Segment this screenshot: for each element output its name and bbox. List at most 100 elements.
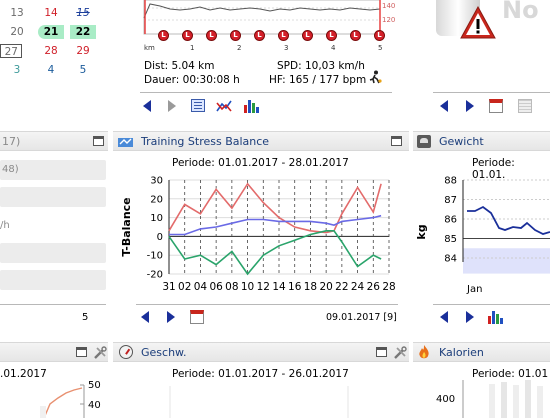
gewicht-divider	[433, 304, 550, 305]
tsb-prev-button[interactable]	[141, 311, 153, 323]
geschw-period: Periode: 01.01.2017 - 26.01.2017	[172, 368, 349, 380]
nav-prev-button[interactable]	[143, 100, 155, 112]
calendar-day[interactable]: 15	[76, 7, 90, 19]
calendar-day[interactable]: 28	[44, 45, 58, 57]
tsb-next-button[interactable]	[165, 311, 177, 323]
list-view-icon[interactable]	[191, 99, 205, 112]
route-y-tick: 120	[382, 16, 396, 24]
km-marker-icon[interactable]: L	[230, 30, 241, 41]
km-marker-icon[interactable]: L	[278, 30, 289, 41]
route-x-tick: 4	[331, 44, 336, 52]
km-marker-icon[interactable]: L	[302, 30, 313, 41]
route-y-tick: 140	[382, 2, 396, 10]
tools-icon[interactable]	[393, 346, 407, 360]
calendar-day[interactable]: 4	[47, 64, 55, 76]
x-tick-label: 06	[209, 281, 223, 293]
km-marker-icon[interactable]: L	[350, 30, 361, 41]
y-tick-label: 87	[444, 195, 457, 206]
kalorien-panel-header: Kalorien	[413, 342, 550, 362]
route-x-tick: 3	[284, 44, 289, 52]
y-tick-label: -20	[147, 270, 163, 281]
divider	[140, 92, 392, 93]
calendar-day[interactable]: 21	[38, 25, 64, 39]
x-tick-label: 02	[178, 281, 191, 293]
nav-next-button[interactable]	[166, 100, 178, 112]
calendar-icon[interactable]	[190, 310, 204, 324]
km-marker-icon[interactable]: L	[254, 30, 265, 41]
calendar-day[interactable]: 27	[0, 44, 22, 58]
y-tick-label: 30	[150, 176, 163, 187]
calendar-grid-icon[interactable]	[518, 99, 532, 113]
x-tick-label: 26	[367, 281, 381, 293]
calendar-icon[interactable]	[489, 99, 503, 113]
line-chart-icon[interactable]	[216, 99, 232, 113]
notice-text: No	[502, 0, 539, 24]
y-tick-label: 20	[150, 194, 163, 205]
y-tick-label: 0	[157, 232, 163, 243]
gewicht-chart: 88 87 86 85 84 kg Jan	[415, 176, 550, 295]
bar-chart-icon[interactable]	[488, 310, 504, 324]
notice-area: No	[420, 0, 550, 52]
route-chart: L L L L L L L L L L 1 2 3 4 5 140 120 km	[130, 0, 395, 52]
right-nav-next[interactable]	[464, 100, 476, 112]
calendar-day[interactable]: 3	[13, 64, 21, 76]
km-marker-icon[interactable]: L	[374, 30, 385, 41]
left-field-1	[0, 160, 106, 180]
gewicht-next-button[interactable]	[464, 311, 476, 323]
gewicht-panel-header: Gewicht	[413, 131, 550, 151]
calendar-day[interactable]: 13	[10, 7, 24, 19]
km-marker-icon[interactable]: L	[182, 30, 193, 41]
scale-icon	[417, 135, 431, 148]
tools-icon[interactable]	[93, 346, 107, 360]
y-tick-label: 88	[444, 176, 457, 187]
route-x-tick: 1	[190, 44, 195, 52]
x-tick-label: 18	[304, 281, 317, 293]
gewicht-prev-button[interactable]	[440, 311, 452, 323]
tsb-period: Periode: 01.01.2017 - 28.01.2017	[172, 157, 349, 169]
geschw-panel-header: Geschw.	[113, 342, 409, 362]
calendar-day[interactable]: 29	[76, 45, 90, 57]
route-chart-svg	[143, 0, 381, 35]
bottom-left-period: .01.2017	[0, 368, 47, 380]
maximize-button[interactable]	[76, 347, 87, 357]
calendar-day[interactable]: 20	[10, 26, 24, 38]
duration-value: Dauer: 00:30:08 h	[144, 74, 240, 86]
y-tick-label: 84	[444, 254, 457, 265]
y-tick-label: -10	[147, 251, 163, 262]
y-tick-label: 10	[150, 213, 163, 224]
bottom-left-chart	[40, 384, 85, 418]
left-field-2	[0, 187, 106, 207]
x-tick-label: 12	[257, 281, 270, 293]
tsb-panel-title: Training Stress Balance	[141, 135, 270, 148]
gewicht-period: Periode: 01.01.	[472, 157, 515, 181]
bottom-left-header	[0, 342, 108, 362]
mini-calendar: 13 14 15 20 21 22 27 28 29 3 4 5	[0, 6, 108, 80]
km-marker-icon[interactable]: L	[158, 30, 169, 41]
runner-icon[interactable]	[368, 70, 382, 84]
maximize-button[interactable]	[376, 347, 387, 357]
right-nav-prev[interactable]	[440, 100, 452, 112]
warning-icon	[460, 5, 496, 40]
km-marker-icon[interactable]: L	[326, 30, 337, 41]
tsb-icon	[118, 135, 133, 147]
left-field-3	[0, 243, 106, 263]
calendar-day[interactable]: 22	[70, 25, 96, 39]
tsb-panel-header: Training Stress Balance	[113, 131, 409, 151]
heartrate-value: HF: 165 / 177 bpm	[269, 74, 367, 86]
tsb-series-line-2	[168, 230, 382, 276]
bottom-left-tick: 50	[88, 380, 101, 391]
bar-chart-icon[interactable]	[244, 99, 260, 113]
km-marker-icon[interactable]: L	[206, 30, 217, 41]
route-x-unit: km	[144, 44, 155, 52]
x-tick-label: 10	[241, 281, 254, 293]
left-field-4	[0, 270, 106, 290]
left-panel-title: 17)	[2, 135, 21, 148]
calendar-day[interactable]: 14	[44, 7, 58, 19]
x-tick-label: 14	[272, 281, 286, 293]
calendar-day[interactable]: 5	[79, 64, 87, 76]
dist-value: Dist: 5.04 km	[144, 60, 215, 72]
maximize-button[interactable]	[391, 136, 402, 146]
maximize-button[interactable]	[93, 136, 104, 146]
route-x-tick: 2	[237, 44, 242, 52]
